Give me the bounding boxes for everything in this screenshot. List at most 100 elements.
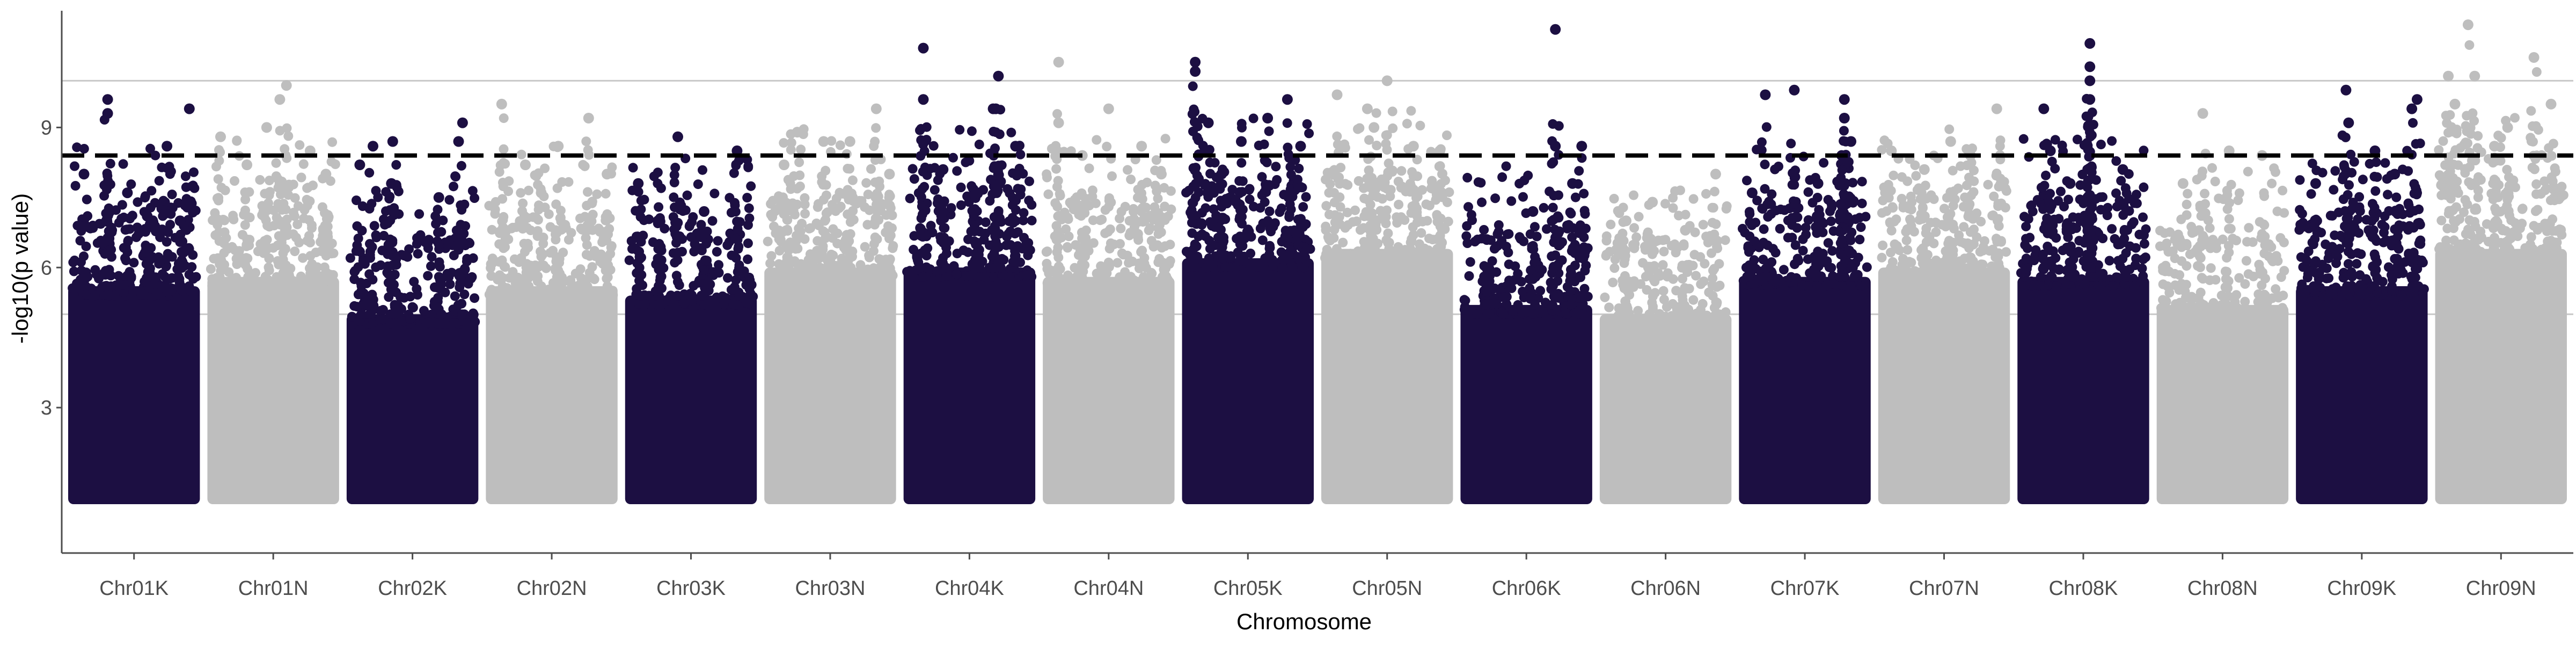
point bbox=[1161, 134, 1170, 143]
point bbox=[1535, 286, 1545, 295]
peak-point bbox=[1919, 164, 1930, 175]
point bbox=[390, 270, 400, 279]
point bbox=[2224, 214, 2234, 224]
point bbox=[846, 229, 855, 239]
point bbox=[325, 241, 334, 251]
point bbox=[2404, 199, 2413, 208]
point bbox=[916, 151, 925, 161]
point bbox=[744, 203, 754, 213]
point bbox=[693, 179, 703, 189]
point bbox=[1762, 122, 1772, 132]
point bbox=[160, 272, 170, 281]
point bbox=[792, 200, 802, 209]
point bbox=[1835, 199, 1845, 209]
point bbox=[994, 206, 1004, 216]
point bbox=[1804, 187, 1813, 197]
point bbox=[2119, 199, 2128, 209]
point bbox=[1271, 162, 1280, 171]
point bbox=[131, 232, 141, 242]
point bbox=[71, 181, 80, 191]
point bbox=[2279, 208, 2289, 218]
point bbox=[2307, 189, 2316, 199]
point bbox=[524, 186, 533, 195]
point bbox=[1104, 196, 1114, 206]
point bbox=[1499, 293, 1509, 302]
point bbox=[1689, 194, 1699, 204]
point bbox=[517, 290, 527, 300]
point bbox=[815, 263, 825, 272]
point bbox=[1855, 235, 1864, 244]
point bbox=[707, 300, 716, 309]
point bbox=[413, 249, 423, 259]
point bbox=[2255, 217, 2265, 227]
point bbox=[2260, 290, 2270, 300]
point bbox=[455, 268, 464, 278]
point bbox=[1566, 209, 1576, 219]
point bbox=[1019, 216, 1028, 226]
point bbox=[90, 290, 100, 300]
point bbox=[2315, 268, 2324, 278]
point bbox=[1969, 239, 1979, 249]
point bbox=[1811, 281, 1821, 291]
peak-point bbox=[1945, 136, 1956, 147]
point bbox=[1857, 177, 1867, 186]
point bbox=[953, 249, 962, 258]
point bbox=[1922, 237, 1931, 247]
peak-point bbox=[1053, 57, 1064, 68]
point-cloud-Chr09N bbox=[2435, 249, 2567, 504]
point bbox=[459, 200, 469, 209]
point bbox=[1008, 218, 1018, 228]
point bbox=[1815, 210, 1825, 220]
point bbox=[1897, 194, 1907, 203]
point bbox=[1943, 213, 1952, 222]
peak-point bbox=[1262, 113, 1273, 123]
point bbox=[2297, 209, 2307, 219]
point bbox=[1902, 236, 1912, 245]
point bbox=[2129, 198, 2139, 208]
point bbox=[106, 245, 116, 255]
peak-point bbox=[122, 187, 133, 198]
point bbox=[468, 186, 478, 195]
point bbox=[872, 207, 882, 216]
point bbox=[2244, 308, 2253, 318]
point bbox=[905, 194, 915, 203]
point bbox=[119, 159, 128, 169]
point bbox=[364, 168, 374, 178]
point bbox=[2411, 264, 2420, 274]
point bbox=[2234, 273, 2244, 283]
point bbox=[1570, 240, 1580, 250]
point bbox=[2045, 189, 2055, 199]
point bbox=[1709, 203, 1718, 213]
point bbox=[2214, 194, 2223, 203]
point bbox=[2297, 280, 2307, 289]
point bbox=[1301, 192, 1311, 202]
point bbox=[1139, 272, 1148, 282]
point bbox=[1091, 199, 1101, 208]
point bbox=[1547, 159, 1557, 169]
point bbox=[412, 239, 422, 249]
point bbox=[354, 234, 363, 243]
point bbox=[1443, 252, 1453, 262]
point bbox=[299, 159, 309, 169]
point bbox=[1604, 303, 1614, 312]
point bbox=[1745, 209, 1754, 219]
point bbox=[1497, 172, 1507, 182]
point bbox=[2439, 136, 2448, 146]
point bbox=[777, 228, 787, 237]
point bbox=[1205, 244, 1215, 253]
point bbox=[1645, 262, 1655, 272]
point bbox=[2041, 171, 2051, 180]
point bbox=[993, 166, 1003, 176]
point bbox=[79, 144, 89, 154]
point bbox=[1811, 222, 1820, 232]
point bbox=[869, 141, 879, 151]
point bbox=[1479, 272, 1489, 281]
point bbox=[470, 293, 479, 303]
peak-point bbox=[457, 118, 468, 128]
point bbox=[1566, 265, 1576, 274]
point bbox=[2295, 175, 2305, 185]
point bbox=[138, 290, 148, 300]
point bbox=[449, 251, 459, 260]
point bbox=[1798, 246, 1808, 256]
point bbox=[1789, 197, 1798, 206]
